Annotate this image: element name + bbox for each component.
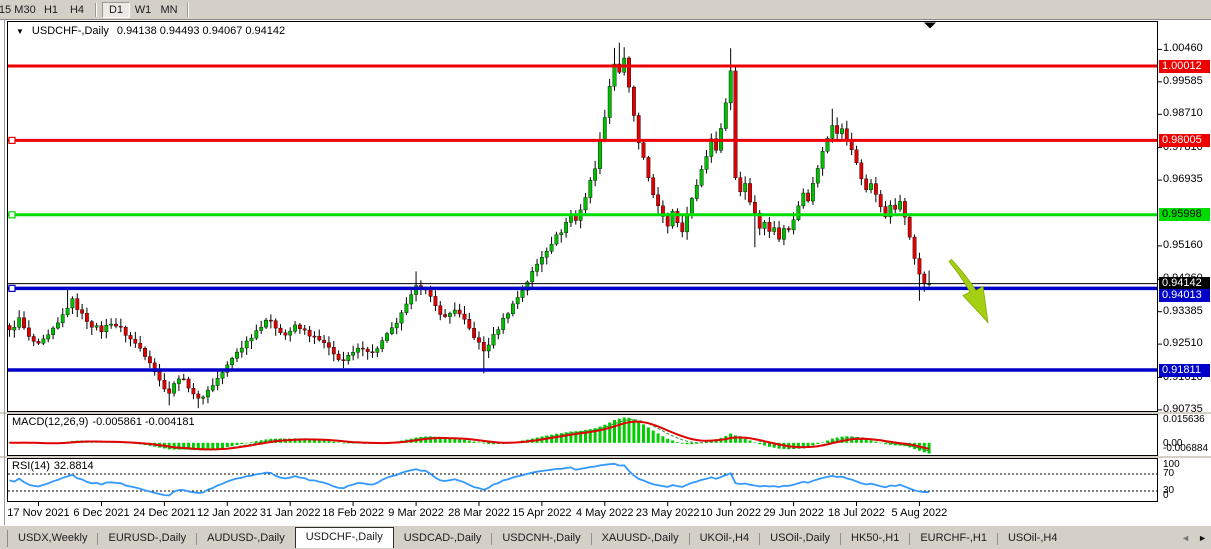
tab-divider [491,533,493,545]
hline-handle[interactable] [8,136,16,144]
chart-tab-eurchf-h1[interactable]: EURCHF-,H1 [920,532,987,544]
timeframe-button-15[interactable]: 15 [0,3,12,16]
date-tick-label: 12 Jan 2022 [197,507,258,519]
price-tick-label: 0.92510 [1163,337,1203,350]
macd-pane-border [7,414,1158,456]
date-tick-label: 15 Apr 2022 [512,507,572,519]
price-tick-label: 0.95160 [1163,238,1203,251]
timeframe-button-H4[interactable]: H4 [69,3,85,16]
tabs-scroll-left-icon[interactable]: ◄ [1181,533,1191,543]
rsi-value: 32.8814 [53,460,94,472]
tab-divider [688,533,690,545]
macd-indicator-label: MACD(12,26,9) -0.005861 -0.004181 [12,416,199,428]
timeframe-button-M30[interactable]: M30 [14,3,36,16]
date-tick-label: 6 Dec 2021 [73,507,130,519]
macd-signal-line [9,420,930,451]
rsi-indicator-label: RSI(14) 32.8814 [12,460,98,472]
current-price-label: 0.94142 [1159,277,1210,291]
chart-shift-marker-icon[interactable] [924,22,936,29]
tab-scroll-arrows: ◄ ► [1181,534,1207,543]
hline-price-label: 0.95998 [1159,208,1210,222]
chart-tab-eurusd-daily[interactable]: EURUSD-,Daily [108,532,187,544]
price-tick-label: 0.98710 [1163,107,1203,120]
rsi-scale-label: 100 [1163,459,1180,470]
timeframe-button-D1[interactable]: D1 [102,1,130,18]
symbol-period-label: USDCHF-,Daily [31,25,109,37]
chart-tab-usoil-daily[interactable]: USOil-,Daily [770,532,831,544]
price-tick-label: 0.99585 [1163,74,1203,87]
date-tick-label: 28 Mar 2022 [448,507,510,519]
price-tick-label: 0.96935 [1163,173,1203,186]
rsi-pane-border [7,458,1158,502]
date-tick-label: 4 May 2022 [576,507,634,519]
macd-scale-label: 0.015636 [1163,414,1205,425]
macd-scale-label: 0.00 [1163,437,1183,449]
date-tick-label: 31 Jan 2022 [259,507,321,519]
chart-tab-xauusd-daily[interactable]: XAUUSD-,Daily [601,532,679,544]
date-tick-label: 10 Jun 2022 [700,507,761,519]
timeframe-button-MN[interactable]: MN [160,3,178,16]
tab-divider [759,533,761,545]
date-tick-label: 23 May 2022 [635,507,700,519]
hline-price-label: 0.94013 [1159,289,1210,303]
date-tick-label: 9 Mar 2022 [388,507,444,519]
chart-area: ▼ USDCHF-,Daily 0.94138 0.94493 0.94067 … [0,20,1211,525]
price-axis[interactable]: 1.004600.995850.987100.978100.969350.951… [1159,20,1211,525]
toolbar-separator [95,2,97,17]
chart-tab-usoil-h4[interactable]: USOil-,H4 [1007,532,1058,544]
date-tick-label: 18 Jul 2022 [828,507,885,519]
date-tick-label: 17 Nov 2021 [7,507,70,519]
price-tick-label: 1.00460 [1163,42,1203,55]
ohlc-values: 0.94138 0.94493 0.94067 0.94142 [116,25,286,37]
tab-divider [909,533,911,545]
rsi-line [9,462,930,497]
timeframe-toolbar: 15 M30 H1 H4 D1 W1 MN [0,0,1211,20]
rsi-name: RSI(14) [12,460,50,472]
window-left-border [4,20,5,525]
tabs-scroll-right-icon[interactable]: ► [1198,533,1207,543]
chart-tabs-bar: USDX,Weekly EURUSD-,Daily AUDUSD-,Daily USD… [0,525,1211,549]
chart-tab-hk50-h1[interactable]: HK50-,H1 [851,532,900,544]
candles [7,42,932,409]
price-tick-label: 0.90735 [1163,402,1203,415]
hline-price-label: 0.91811 [1159,363,1210,377]
macd-values: -0.005861 -0.004181 [92,416,195,428]
chart-tab-usdx-weekly[interactable]: USDX,Weekly [18,532,88,544]
date-tick-label: 24 Dec 2021 [133,507,196,519]
toolbar-separator [187,2,189,17]
candlestick-chart[interactable] [0,20,1211,525]
tab-divider [996,533,998,545]
tabbar-left-stub [0,530,8,547]
chart-tab-ukoil-h4[interactable]: UKOil-,H4 [699,532,750,544]
timeframe-button-H1[interactable]: H1 [43,3,59,16]
chart-tab-usdchf-daily[interactable]: USDCHF-,Daily [294,527,394,548]
date-tick-label: 5 Aug 2022 [891,507,948,519]
main-pane-border [7,21,1158,412]
date-tick-label: 18 Feb 2022 [322,507,384,519]
tab-divider [840,533,842,545]
hline-price-label: 0.98005 [1159,133,1210,147]
date-tick-label: 29 Jun 2022 [763,507,824,519]
hline-price-label: 1.00012 [1159,59,1210,73]
timeframe-button-W1[interactable]: W1 [134,3,152,16]
macd-name: MACD(12,26,9) [12,416,89,428]
rsi-scale-label: 0 [1163,490,1169,501]
chart-title: ▼ USDCHF-,Daily 0.94138 0.94493 0.94067 … [16,25,285,37]
tab-divider [196,533,198,545]
chart-tab-usdcnh-daily[interactable]: USDCNH-,Daily [502,532,581,544]
macd-scale-label: -0.006884 [1163,443,1209,454]
chart-tab-usdcad-daily[interactable]: USDCAD-,Daily [403,532,482,544]
hline-handle[interactable] [8,211,16,219]
hline-handle[interactable] [8,284,16,292]
symbol-dropdown-icon[interactable]: ▼ [16,26,24,36]
rsi-scale-label: 70 [1163,467,1175,479]
chart-tab-audusd-daily[interactable]: AUDUSD-,Daily [207,532,285,544]
tab-divider [97,533,99,545]
price-tick-label: 0.93385 [1163,304,1203,317]
tab-divider [590,533,592,545]
sell-arrow-annotation[interactable] [948,258,989,324]
rsi-scale-label: 30 [1163,484,1175,496]
